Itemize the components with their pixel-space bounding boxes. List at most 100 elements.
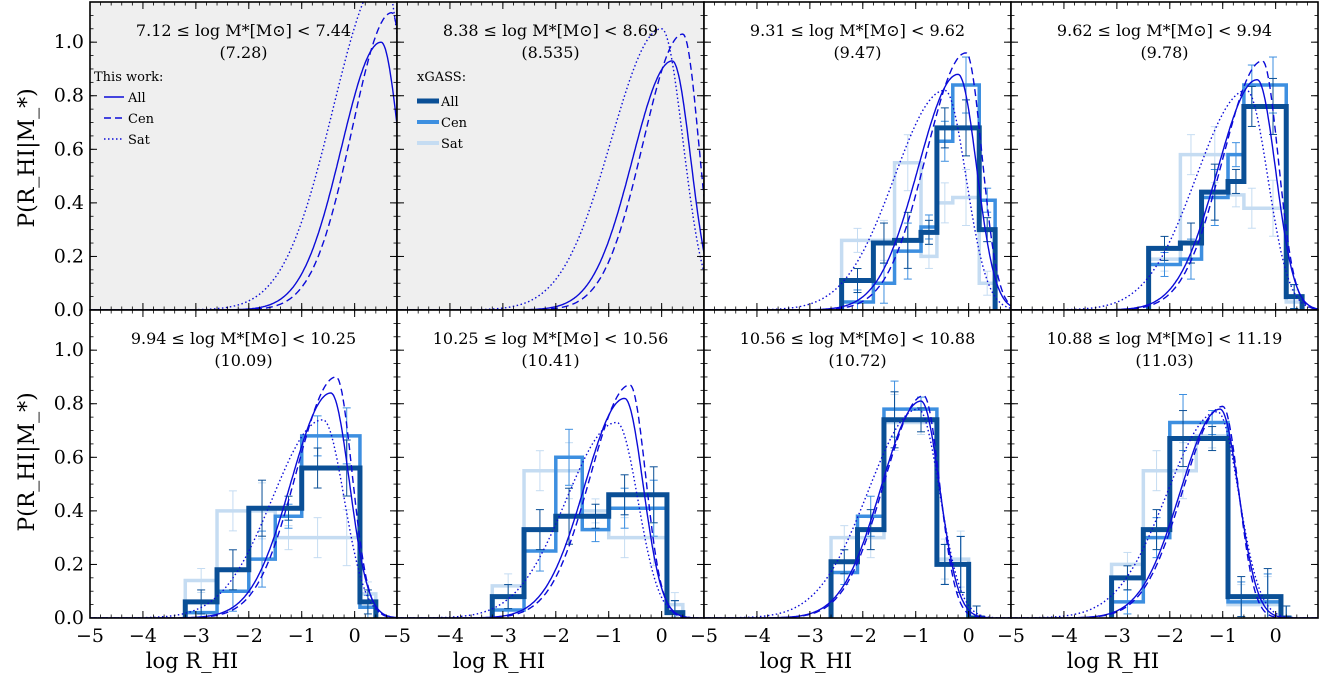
x-tick-label: −1 [595,625,623,647]
panel-subtitle: (10.41) [521,351,579,370]
panel-7: −5 −4 −3 −2 −1 0 10.56 ≤ log M*[M⊙] < 10.88 (10… [690,309,1012,647]
panel-title: 8.38 ≤ log M*[M⊙] < 8.69 [443,21,658,40]
x-tick-label: 0 [963,625,975,647]
legend-xgass: xGASS: All Cen Sat [417,70,468,152]
model-all-curve [397,60,704,310]
y-tick-label: 0.6 [54,446,84,468]
legend-label-all: All [440,95,459,110]
legend-label-sat: Sat [441,137,464,152]
y-tick-label: 0.8 [54,85,84,107]
panel-6: −5 −4 −3 −2 −1 0 10.25 ≤ log M*[M⊙] < 10.56 (10… [383,309,705,647]
panel-background [397,2,704,310]
panel-background [1011,310,1318,618]
y-tick-label: 0.2 [54,245,84,267]
model-all-curve [1011,78,1318,310]
xgass-all-histogram [1109,436,1292,618]
legend-label-cen: Cen [441,116,468,131]
x-tick-label: −1 [902,625,930,647]
y-tick-label: 0.0 [54,607,84,629]
model-cen-curve [1011,405,1318,618]
model-cen-curve [397,33,704,310]
xgass-all-histogram [839,125,998,310]
x-tick-label: −4 [743,625,771,647]
panel-plot [704,380,1011,618]
panel-title: 10.56 ≤ log M*[M⊙] < 10.88 [740,329,976,348]
panel-subtitle: (9.78) [1140,43,1188,62]
panel-grid: 0.0 0.2 0.4 0.6 0.8 1.0 7.12 ≤ log M*[M⊙] < 7.… [54,1,1319,647]
xgass-sat-histogram [839,160,997,310]
panel-plot [397,28,704,310]
panel-plot [704,52,1011,310]
model-sat-curve [704,408,1011,618]
panel-title: 10.88 ≤ log M*[M⊙] < 11.19 [1047,329,1283,348]
model-all-curve [397,397,704,618]
model-sat-curve [1011,89,1318,310]
xlabel-3: log R_HI [760,649,852,673]
panel-title: 7.12 ≤ log M*[M⊙] < 7.44 [136,21,351,40]
x-tick-label: 0 [1270,625,1282,647]
panel-3: 9.31 ≤ log M*[M⊙] < 9.62 (9.47) [703,1,1012,311]
model-cen-curve [704,394,1011,618]
panel-subtitle: (8.535) [521,43,579,62]
model-sat-curve [1011,411,1318,618]
x-tick-label: −3 [796,625,824,647]
model-cen-curve [90,376,397,618]
panel-1: 0.0 0.2 0.4 0.6 0.8 1.0 7.12 ≤ log M*[M⊙] < 7.… [54,1,398,321]
panel-5: −5 −4 −3 −2 −1 0 0.0 0.2 0.4 0.6 0.8 1.0 9.94 ≤ log … [54,309,398,647]
ylabel-bottom: P(R_HI|M_*) [15,392,40,531]
panel-plot [1011,393,1318,618]
panel-8: −5 −4 −3 −2 −1 0 10.88 ≤ log M*[M⊙] < 11.19 (11… [997,309,1319,647]
legend-label-all: All [127,91,146,106]
y-tick-label: 0.4 [54,192,84,214]
y-tick-label: 0.4 [54,500,84,522]
y-tick-label: 0.0 [54,299,84,321]
panel-subtitle: (11.03) [1135,351,1193,370]
xgass-all-histogram [182,465,379,618]
panel-plot [90,376,397,618]
panel-subtitle: (10.72) [828,351,886,370]
x-tick-label: −3 [489,625,517,647]
x-tick-label: −3 [182,625,210,647]
panel-subtitle: (10.09) [214,351,272,370]
x-tick-label: −1 [288,625,316,647]
model-sat-curve [90,419,397,618]
model-all-curve [90,392,397,618]
y-tick-label: 0.6 [54,138,84,160]
x-tick-label: −1 [1209,625,1237,647]
y-tick-label: 0.2 [54,553,84,575]
panel-background [397,310,704,618]
x-tick-label: −4 [1050,625,1078,647]
x-tick-label: −4 [436,625,464,647]
legend-label-cen: Cen [128,112,155,127]
x-tick-label: −2 [542,625,570,647]
xlabel-1: log R_HI [146,649,238,673]
legend-title: This work: [94,70,163,85]
panel-title: 10.25 ≤ log M*[M⊙] < 10.56 [433,329,669,348]
legend-this-work: This work: All Cen Sat [94,70,163,148]
panel-title: 9.94 ≤ log M*[M⊙] < 10.25 [131,329,356,348]
x-tick-label: −2 [1156,625,1184,647]
x-tick-label: −2 [235,625,263,647]
panel-title: 9.62 ≤ log M*[M⊙] < 9.94 [1057,21,1272,40]
panel-4: 9.62 ≤ log M*[M⊙] < 9.94 (9.78) [1010,1,1319,311]
xgass-all-histogram [1146,103,1305,310]
y-tick-label: 1.0 [54,31,84,53]
x-tick-label: −2 [849,625,877,647]
panel-plot [397,384,704,618]
y-tick-label: 0.8 [54,393,84,415]
xlabel-4: log R_HI [1067,649,1159,673]
legend-title: xGASS: [417,70,466,85]
x-tick-label: 0 [349,625,361,647]
panel-subtitle: (9.47) [833,43,881,62]
panel-frame [1010,309,1319,619]
model-cen-curve [90,11,397,310]
figure-labels: P(R_HI|M_*) P(R_HI|M_*) log R_HI log R_H… [15,88,1159,673]
model-cen-curve [704,52,1011,310]
x-tick-label: −5 [690,625,718,647]
x-tick-label: −5 [383,625,411,647]
panel-background [704,2,1011,310]
panel-2: 8.38 ≤ log M*[M⊙] < 8.69 (8.535) xGASS: All… [396,1,705,311]
x-tick-label: −5 [997,625,1025,647]
x-tick-label: −3 [1103,625,1131,647]
